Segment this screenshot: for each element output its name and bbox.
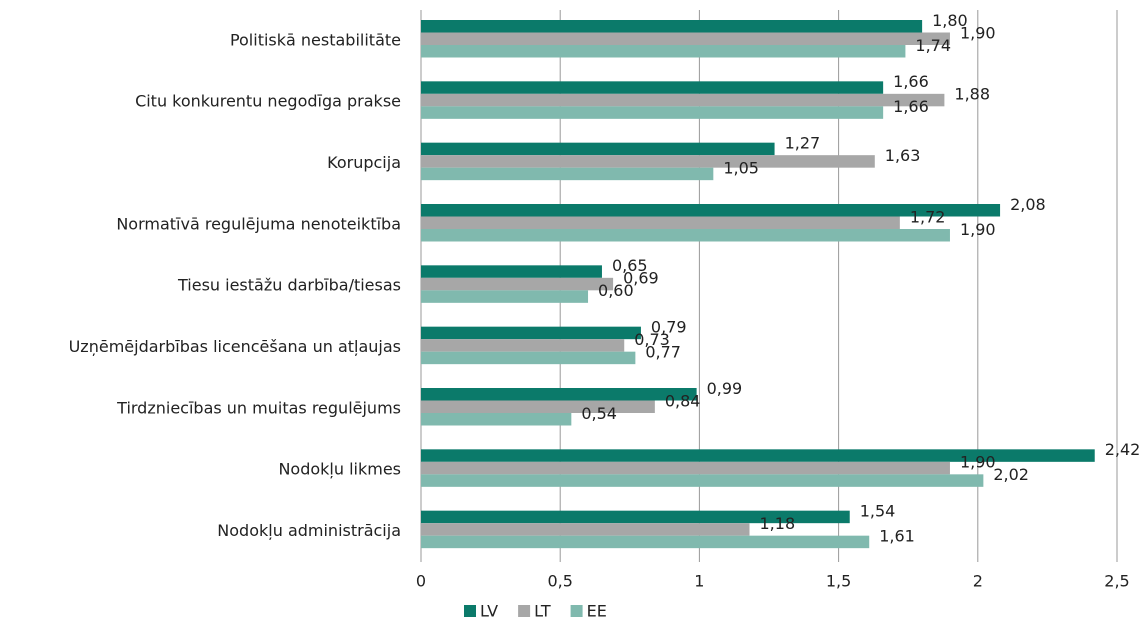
- bar: [421, 400, 655, 413]
- data-label: 2,02: [993, 465, 1029, 484]
- legend-label: LV: [480, 602, 498, 621]
- bar: [421, 93, 945, 107]
- data-label: 0,69: [623, 269, 659, 288]
- data-label: 1,80: [932, 11, 968, 30]
- bar: [421, 204, 1001, 217]
- bar: [421, 216, 900, 229]
- bar: [421, 388, 697, 401]
- bar: [421, 449, 1095, 462]
- bar: [421, 81, 884, 94]
- bar: [421, 351, 636, 365]
- data-label: 1,61: [879, 526, 915, 545]
- data-label: 1,90: [960, 453, 996, 472]
- data-label: 1,88: [954, 85, 990, 104]
- x-tick-label: 1: [694, 572, 704, 591]
- bar: [421, 20, 923, 33]
- data-label: 0,79: [651, 317, 687, 336]
- data-label: 1,27: [785, 133, 821, 152]
- bar: [421, 326, 641, 340]
- x-tick-label: 2,5: [1104, 572, 1129, 591]
- data-label: 0,65: [612, 256, 648, 275]
- legend-swatch: [570, 605, 583, 617]
- data-label: 0,99: [707, 379, 743, 398]
- bar: [421, 277, 614, 291]
- bar: [421, 461, 950, 475]
- legend-label: EE: [587, 602, 607, 621]
- data-label: 0,84: [665, 391, 701, 410]
- x-tick-label: 0: [416, 572, 426, 591]
- x-tick-label: 0,5: [547, 572, 572, 591]
- bar: [421, 106, 884, 119]
- data-label: 2,42: [1105, 440, 1141, 459]
- bar: [421, 413, 572, 426]
- bar: [421, 167, 714, 181]
- legend-label: LT: [534, 602, 551, 621]
- legend-swatch: [464, 605, 476, 617]
- y-tick-label: Tiesu iestāžu darbība/tiesas: [177, 276, 401, 295]
- x-tick-label: 2: [973, 572, 983, 591]
- bar: [421, 155, 875, 168]
- bar: [421, 229, 950, 242]
- y-tick-label: Nodokļu administrācija: [217, 521, 401, 540]
- y-tick-label: Nodokļu likmes: [278, 460, 401, 479]
- bar: [421, 32, 950, 45]
- legend-swatch: [518, 605, 531, 617]
- bar: [421, 535, 870, 549]
- bar: [421, 474, 984, 487]
- data-label: 1,54: [860, 501, 896, 520]
- bar: [421, 142, 775, 156]
- data-label: 0,54: [581, 404, 617, 423]
- data-label: 0,73: [634, 330, 670, 349]
- bar: [421, 339, 625, 352]
- y-tick-label: Korupcija: [327, 153, 401, 172]
- y-tick-label: Uzņēmējdarbības licencēšana un atļaujas: [69, 337, 401, 356]
- bar: [421, 510, 850, 524]
- x-tick-label: 1,5: [826, 572, 851, 591]
- y-tick-label: Normatīvā regulējuma nenoteiktība: [116, 214, 401, 233]
- bar: [421, 523, 750, 536]
- data-label: 1,18: [760, 514, 796, 533]
- data-label: 1,05: [723, 158, 759, 177]
- data-label: 0,77: [645, 342, 681, 361]
- bar: [421, 265, 602, 278]
- y-tick-label: Politiskā nestabilitāte: [230, 30, 401, 49]
- data-label: 0,60: [598, 281, 634, 300]
- y-tick-label: Tirdzniecības un muitas regulējums: [116, 398, 401, 417]
- bar: [421, 290, 589, 303]
- data-label: 1,63: [885, 146, 921, 165]
- data-label: 1,90: [960, 220, 996, 239]
- data-label: 1,74: [915, 36, 951, 55]
- data-label: 1,90: [960, 23, 996, 42]
- data-label: 2,08: [1010, 195, 1046, 214]
- data-label: 1,66: [893, 97, 929, 116]
- y-tick-label: Citu konkurentu negodīga prakse: [135, 92, 401, 111]
- data-label: 1,66: [893, 72, 929, 91]
- bar: [421, 45, 906, 58]
- data-label: 1,72: [910, 207, 946, 226]
